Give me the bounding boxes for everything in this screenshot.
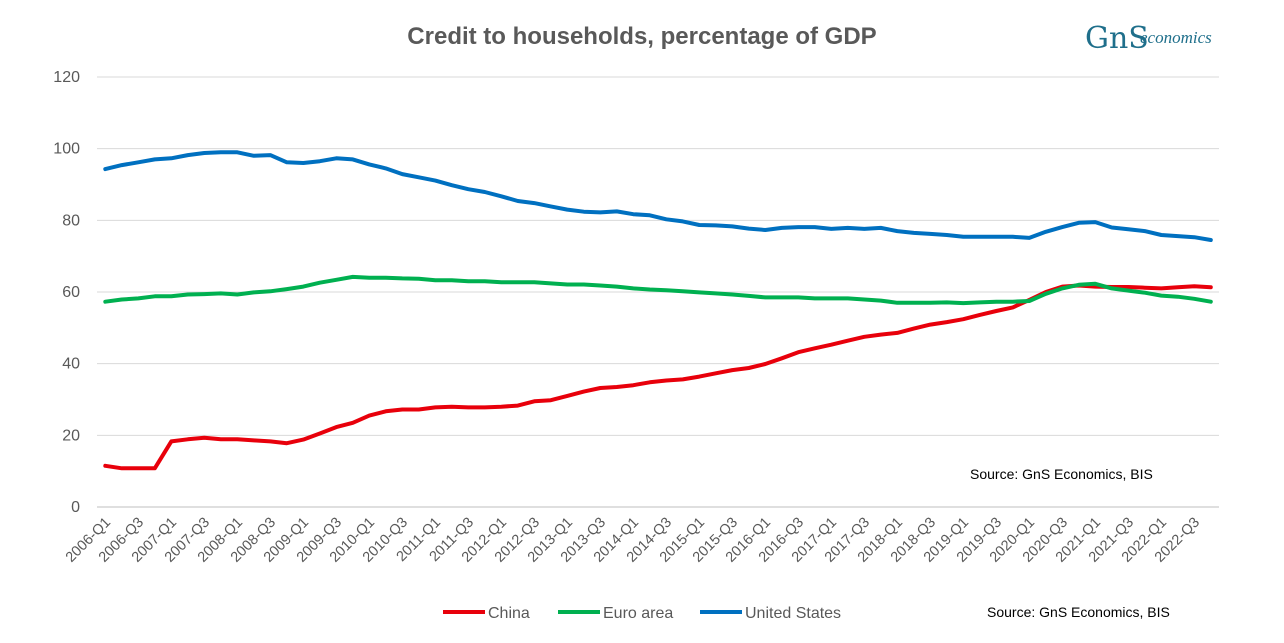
y-tick-label: 20 <box>62 427 80 444</box>
y-tick-label: 100 <box>53 141 80 158</box>
source-footer: Source: GnS Economics, BIS <box>987 604 1170 620</box>
logo-brand-text: GnS <box>1085 21 1149 56</box>
legend-label-china: China <box>488 605 530 622</box>
y-tick-label: 40 <box>62 356 80 373</box>
y-axis-ticks: 0 20 40 60 80 100 120 <box>53 69 80 516</box>
logo-suffix-text: economics <box>1140 28 1212 47</box>
y-tick-label: 60 <box>62 284 80 301</box>
chart-title: Credit to households, percentage of GDP <box>407 23 876 50</box>
legend-label-united-states: United States <box>745 605 841 622</box>
y-tick-label: 0 <box>71 499 80 516</box>
legend: China Euro area United States <box>443 605 841 622</box>
y-tick-label: 120 <box>53 69 80 86</box>
x-axis-ticks: 2006-Q12006-Q32007-Q12007-Q32008-Q12008-… <box>63 515 1203 566</box>
series-line-china <box>103 283 1213 471</box>
legend-label-euro-area: Euro area <box>603 605 673 622</box>
series-line-united-states <box>103 150 1213 242</box>
y-tick-label: 80 <box>62 212 80 229</box>
gridlines <box>97 76 1219 508</box>
series-lines <box>103 150 1213 471</box>
logo: GnS economics <box>1085 21 1212 56</box>
source-annotation: Source: GnS Economics, BIS <box>970 466 1153 482</box>
series-line-euro-area <box>103 274 1213 306</box>
